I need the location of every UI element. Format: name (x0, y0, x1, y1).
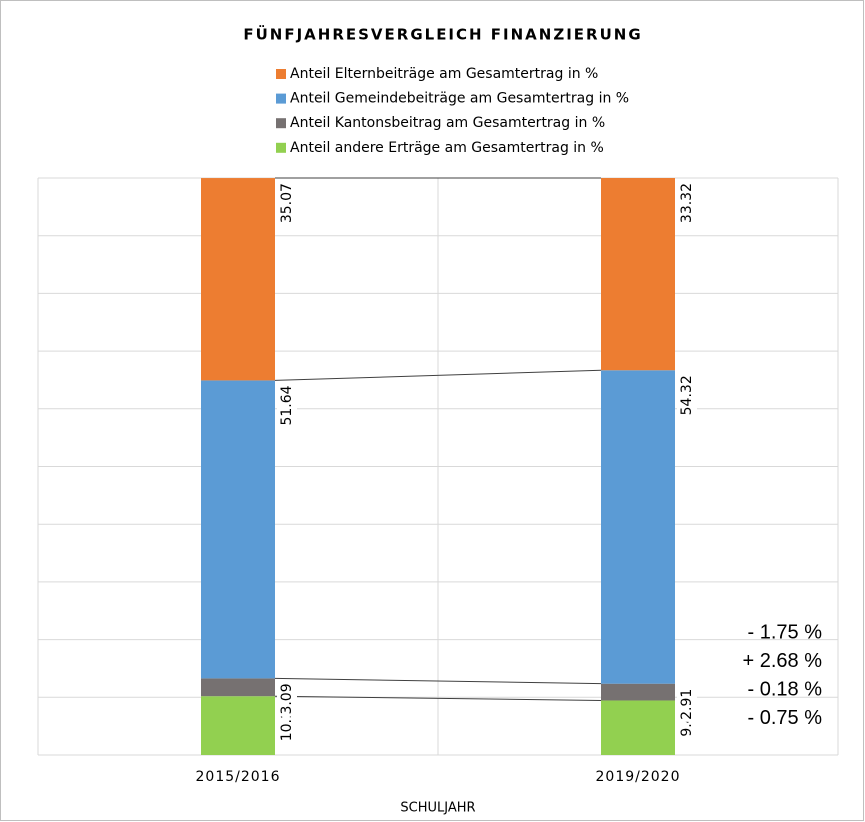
data-label-background (677, 373, 697, 418)
x-axis-title: SCHULJAHR (400, 801, 475, 816)
legend-swatch (276, 93, 286, 104)
data-label-background (277, 181, 297, 226)
data-label-group: 2.91 (677, 686, 697, 722)
annotation: + 2.68 % (742, 650, 822, 672)
legend-swatch (276, 69, 286, 79)
x-tick-label: 2015/2016 (196, 769, 281, 785)
annotation: - 0.18 % (748, 678, 823, 700)
data-label-background (677, 686, 697, 722)
annotation: - 0.75 % (748, 707, 823, 729)
series-line (274, 369, 602, 381)
data-label-background (677, 181, 697, 226)
legend-swatch (276, 142, 286, 153)
bar-segment (601, 700, 675, 755)
legend-swatch (276, 118, 286, 129)
data-label: 35.07 (279, 183, 295, 223)
data-label-group: 3.09 (277, 681, 297, 717)
data-label: 3.09 (279, 683, 295, 714)
data-label-group: 51.64 (277, 383, 297, 428)
data-label-group: 54.32 (677, 373, 697, 418)
series-line (274, 677, 602, 685)
data-label: 33.32 (679, 183, 695, 223)
data-label: 51.64 (279, 385, 295, 425)
bar-segment (601, 683, 675, 701)
data-label-group: 33.32 (677, 181, 697, 226)
bar-segment (201, 178, 275, 381)
data-label-background (277, 383, 297, 428)
legend-label: Anteil Kantonsbeitrag am Gesamtertrag in… (290, 115, 605, 131)
data-label-background (277, 681, 297, 717)
bar-segment (601, 178, 675, 371)
bar-segment (201, 678, 275, 697)
x-tick-label: 2019/2020 (596, 769, 681, 785)
bar-segment (601, 370, 675, 684)
bar-segment (201, 380, 275, 679)
legend-label: Anteil andere Erträge am Gesamtertrag in… (290, 140, 604, 156)
legend-label: Anteil Elternbeiträge am Gesamtertrag in… (290, 66, 598, 82)
data-label-group: 35.07 (277, 181, 297, 226)
bar-segment (201, 696, 275, 755)
data-label: 2.91 (679, 689, 695, 720)
legend-label: Anteil Gemeindebeiträge am Gesamtertrag … (290, 91, 629, 107)
data-label: 54.32 (679, 375, 695, 415)
chart-title: FÜNFJAHRESVERGLEICH FINANZIERUNG (243, 25, 642, 44)
series-line (274, 695, 602, 701)
annotation: - 1.75 % (748, 621, 823, 643)
